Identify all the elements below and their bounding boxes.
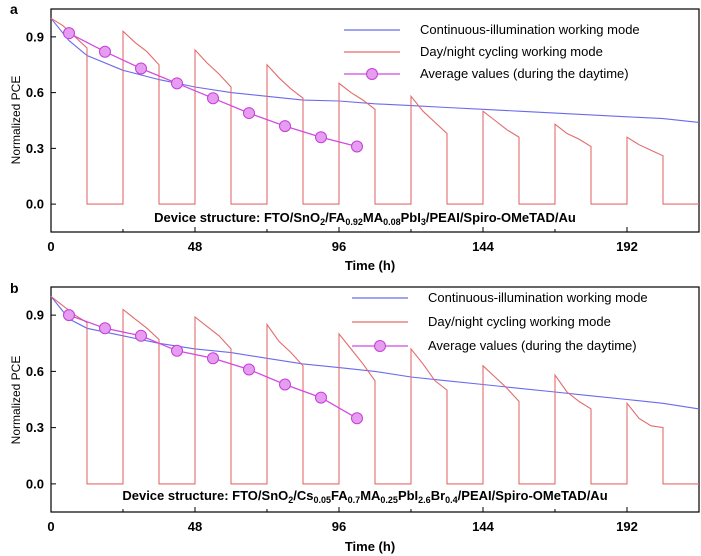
formula-part: /PEAI/Spiro-OMeTAD/Au: [426, 210, 576, 225]
average-point: [279, 378, 291, 391]
formula-part: MA: [363, 210, 384, 225]
formula-part: Device structure: FTO/SnO: [122, 488, 288, 503]
average-point: [171, 77, 183, 90]
subscript: 2: [320, 217, 325, 227]
average-point: [135, 62, 147, 75]
subscript: 3: [421, 217, 426, 227]
formula-part: PbI: [401, 210, 421, 225]
subscript: 2: [288, 495, 293, 505]
legend-label: Continuous-illumination working mode: [428, 290, 648, 305]
average-point: [99, 322, 111, 335]
y-tick-label: 0.9: [26, 29, 44, 44]
y-tick-label: 0.0: [26, 476, 44, 491]
subscript: 0.25: [380, 495, 398, 505]
x-tick-label: 192: [616, 239, 638, 254]
x-tick-label: 96: [332, 239, 346, 254]
subscript: 0.92: [345, 217, 363, 227]
plot-frame: [50, 286, 700, 513]
average-point: [315, 131, 327, 144]
y-tick-label: 0.9: [26, 308, 44, 323]
average-point: [63, 309, 75, 322]
device-structure-label: Device structure: FTO/SnO2/Cs0.05FA0.7MA…: [122, 488, 607, 505]
y-tick-label: 0.3: [26, 420, 44, 435]
x-axis-title: Time (h): [345, 539, 395, 554]
legend: Continuous-illumination working mode Day/…: [352, 290, 648, 353]
x-tick-label: 0: [47, 519, 54, 534]
series-continuous-line: [50, 296, 700, 410]
average-point: [207, 92, 219, 105]
x-tick-label: 48: [188, 519, 202, 534]
device-structure-label: Device structure: FTO/SnO2/FA0.92MA0.08P…: [154, 210, 576, 227]
legend-label: Average values (during the daytime): [420, 66, 629, 81]
legend-marker: [366, 68, 378, 80]
legend-marker: [374, 340, 386, 352]
subscript: 0.05: [314, 495, 332, 505]
formula-part: /FA: [325, 210, 346, 225]
legend-label: Continuous-illumination working mode: [420, 22, 640, 37]
y-axis-title: Normalized PCE: [9, 356, 23, 445]
average-point: [207, 352, 219, 365]
series-day-night-line: [50, 295, 699, 485]
panel-letter: a: [10, 1, 18, 17]
legend-label: Day/night cycling working mode: [428, 314, 611, 329]
x-tick-label: 144: [472, 239, 494, 254]
legend-label: Average values (during the daytime): [428, 338, 637, 353]
x-tick-label: 48: [188, 239, 202, 254]
x-tick-label: 144: [472, 519, 494, 534]
average-point: [279, 120, 291, 133]
formula-part: Br: [431, 488, 445, 503]
y-tick-label: 0.6: [26, 85, 44, 100]
formula-part: PbI: [398, 488, 418, 503]
chart-panel-b: b 0.0 0.3 0.6 0.9 0 48 96 144 192 Time (h) Normaliz…: [9, 280, 700, 554]
formula-part: /PEAI/Spiro-OMeTAD/Au: [458, 488, 608, 503]
formula-part: Device structure: FTO/SnO: [154, 210, 320, 225]
series-continuous-line: [50, 17, 700, 123]
series-day-night-line: [50, 17, 699, 205]
subscript: 0.4: [445, 495, 458, 505]
y-tick-label: 0.6: [26, 364, 44, 379]
x-tick-label: 0: [47, 239, 54, 254]
average-point: [351, 412, 363, 425]
x-tick-label: 96: [332, 519, 346, 534]
average-point: [243, 363, 255, 376]
legend: Continuous-illumination working mode Day/…: [344, 22, 640, 81]
y-axis-title: Normalized PCE: [9, 76, 23, 165]
subscript: 0.7: [348, 495, 361, 505]
y-tick-label: 0.0: [26, 197, 44, 212]
average-point: [315, 391, 327, 404]
x-tick-label: 192: [616, 519, 638, 534]
chart-panel-a: a 0.0 0.3 0.6 0.9 0 48 96 144 192 Time (h) Normaliz…: [9, 1, 700, 273]
average-point: [63, 27, 75, 40]
legend-label: Day/night cycling working mode: [420, 44, 603, 59]
panel-letter: b: [10, 280, 19, 296]
x-axis-title: Time (h): [345, 258, 395, 273]
average-point: [171, 344, 183, 357]
average-point: [351, 140, 363, 153]
y-tick-label: 0.3: [26, 141, 44, 156]
formula-part: /Cs: [293, 488, 313, 503]
average-point: [135, 329, 147, 342]
plot-frame: [50, 8, 700, 233]
formula-part: FA: [331, 488, 348, 503]
average-point: [243, 107, 255, 120]
formula-part: MA: [360, 488, 381, 503]
subscript: 2.6: [418, 495, 431, 505]
subscript: 0.08: [383, 217, 401, 227]
average-point: [99, 45, 111, 58]
